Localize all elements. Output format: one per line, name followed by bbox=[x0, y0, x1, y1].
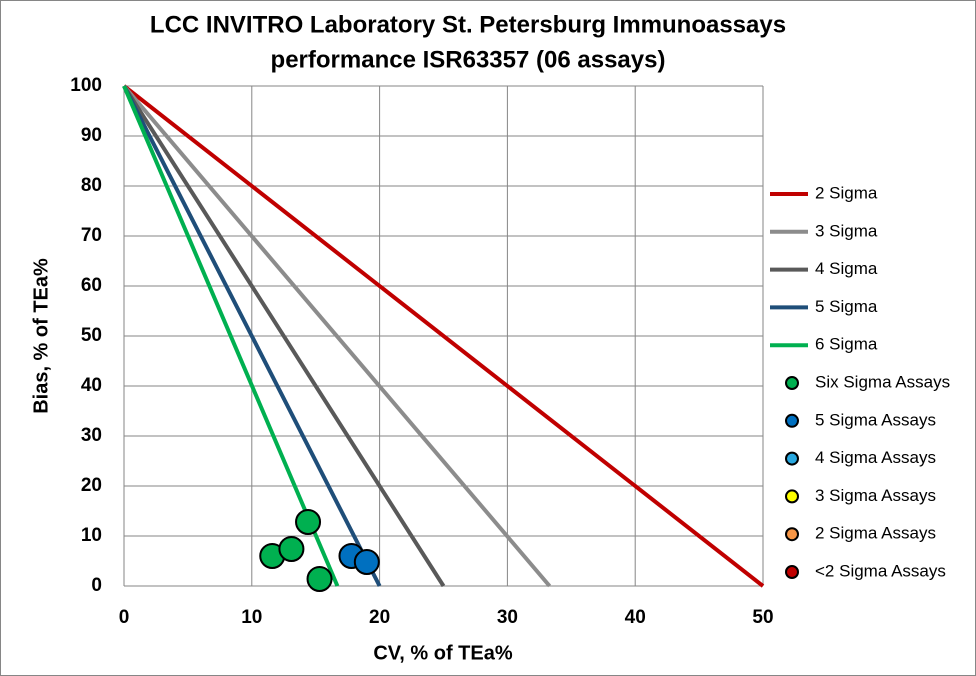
legend-swatch bbox=[785, 413, 799, 428]
y-tick-label: 30 bbox=[81, 425, 102, 446]
legend-label: 4 Sigma bbox=[815, 259, 878, 278]
sigma-line bbox=[122, 84, 765, 588]
assay-point bbox=[278, 536, 305, 562]
x-axis-label: CV, % of TEa% bbox=[373, 642, 513, 664]
sigma-line bbox=[122, 85, 382, 587]
legend-label: 3 Sigma bbox=[815, 221, 878, 240]
y-tick-label: 50 bbox=[81, 325, 102, 346]
legend-label: 3 Sigma Assays bbox=[815, 486, 936, 505]
legend-label: Six Sigma Assays bbox=[815, 372, 950, 391]
sigma-line bbox=[122, 84, 446, 588]
legend-label: 2 Sigma Assays bbox=[815, 524, 936, 543]
y-tick-label: 20 bbox=[81, 475, 102, 496]
x-tick-label: 40 bbox=[625, 607, 646, 628]
y-tick-label: 100 bbox=[70, 75, 102, 96]
sigma-line bbox=[122, 85, 340, 587]
legend-swatch bbox=[785, 451, 799, 466]
x-tick-label: 10 bbox=[241, 607, 262, 628]
legend-label: 6 Sigma bbox=[815, 335, 878, 354]
x-tick-label: 30 bbox=[497, 607, 518, 628]
x-tick-label: 0 bbox=[119, 607, 130, 628]
x-tick-label: 50 bbox=[752, 607, 773, 628]
y-tick-label: 80 bbox=[81, 175, 102, 196]
assay-point bbox=[353, 549, 380, 575]
legend-swatch bbox=[785, 489, 799, 504]
y-axis-label: Bias, % of TEa% bbox=[30, 258, 52, 414]
legend-label: 5 Sigma bbox=[815, 297, 878, 316]
legend-swatch bbox=[785, 565, 799, 579]
chart-title: LCC INVITRO Laboratory St. Petersburg Im… bbox=[150, 11, 786, 38]
x-tick-label: 20 bbox=[369, 607, 390, 628]
legend-label: <2 Sigma Assays bbox=[815, 561, 946, 580]
legend-label: 4 Sigma Assays bbox=[815, 448, 936, 467]
y-tick-label: 0 bbox=[91, 575, 102, 596]
legend-label: 5 Sigma Assays bbox=[815, 410, 936, 429]
sigma-line bbox=[122, 84, 552, 588]
assay-point bbox=[295, 509, 322, 535]
y-tick-label: 90 bbox=[81, 125, 102, 146]
y-tick-label: 40 bbox=[81, 375, 102, 396]
legend-swatch bbox=[785, 376, 799, 390]
y-tick-label: 10 bbox=[81, 525, 102, 546]
assay-point bbox=[306, 566, 333, 592]
y-tick-label: 60 bbox=[81, 275, 102, 296]
y-tick-label: 70 bbox=[81, 225, 102, 246]
legend-label: 2 Sigma bbox=[815, 183, 878, 202]
chart-title: performance ISR63357 (06 assays) bbox=[271, 46, 666, 73]
legend-swatch bbox=[785, 527, 799, 542]
